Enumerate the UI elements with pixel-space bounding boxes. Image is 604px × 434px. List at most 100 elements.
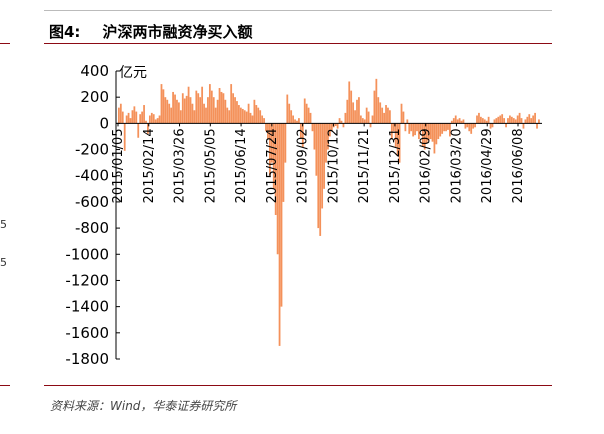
chart-bar <box>487 116 490 124</box>
figure-number: 图4: <box>49 23 81 41</box>
chart-bar <box>216 99 219 124</box>
chart-bar <box>493 119 496 124</box>
chart-bar <box>179 110 182 124</box>
chart-bar <box>483 119 486 124</box>
chart-bar <box>321 123 324 209</box>
chart-bar <box>243 110 246 124</box>
chart-bar <box>212 97 215 124</box>
chart-bar <box>404 123 407 132</box>
chart-bar <box>427 123 430 141</box>
chart-bar <box>267 123 269 140</box>
chart-bar <box>510 116 513 124</box>
chart-bar <box>450 120 453 124</box>
chart-bar <box>278 123 281 346</box>
chart-bar <box>131 110 134 124</box>
chart-bar <box>208 84 211 124</box>
chart-bar <box>148 115 151 124</box>
y-tick-label: -800 <box>75 219 109 237</box>
chart-bar <box>528 114 531 124</box>
chart-bar <box>476 115 478 124</box>
chart-bar <box>319 123 322 236</box>
chart-bar <box>199 97 202 124</box>
chart-bar <box>224 99 227 124</box>
chart-bar <box>460 120 463 124</box>
chart-bar <box>491 123 494 128</box>
chart-bar <box>416 123 418 132</box>
chart-bar <box>232 93 234 124</box>
chart-bar <box>315 123 318 176</box>
chart-bar <box>247 103 250 124</box>
chart-bar <box>390 123 393 140</box>
chart-bar <box>189 97 192 124</box>
chart-bar <box>255 105 258 124</box>
chart-bar <box>412 123 415 137</box>
chart-bar <box>454 115 457 124</box>
y-tick-label: -1800 <box>65 350 109 368</box>
chart-bar <box>429 123 432 140</box>
y-tick-label: 200 <box>80 88 109 106</box>
chart-bar <box>532 115 535 124</box>
chart-bar <box>241 108 244 124</box>
chart-bar <box>317 123 320 229</box>
chart-bar <box>145 120 147 124</box>
chart-bar <box>210 90 213 124</box>
chart-bar <box>365 107 368 124</box>
chart-bar <box>158 115 161 124</box>
chart-bar <box>249 112 252 124</box>
chart-bar <box>445 123 447 132</box>
chart-bar <box>222 93 225 124</box>
chart-bar <box>441 123 444 134</box>
chart-bar <box>342 123 345 128</box>
chart-bar <box>495 118 498 124</box>
chart-bar <box>456 119 459 124</box>
chart-bar <box>253 99 256 124</box>
chart-bar <box>220 91 223 124</box>
chart-bar <box>338 118 341 124</box>
chart-bar <box>452 118 455 124</box>
chart-bar <box>226 107 229 124</box>
chart-bar <box>228 110 231 124</box>
chart-bar <box>282 123 285 202</box>
chart-bar <box>336 123 339 129</box>
chart-bar <box>385 105 387 124</box>
chart-bar <box>354 110 356 124</box>
chart-bar <box>191 103 194 124</box>
chart-bar <box>392 123 395 132</box>
y-tick-label: -400 <box>75 167 109 185</box>
chart-bar <box>299 123 302 140</box>
x-tick-label: 2016/02/09 <box>419 128 434 203</box>
chart-bar <box>505 123 507 128</box>
chart-bar <box>263 118 265 124</box>
y-tick-label: -1200 <box>65 271 109 289</box>
chart-bar <box>290 110 293 124</box>
chart-bar <box>174 94 176 124</box>
chart-bar <box>203 103 205 124</box>
chart-bar <box>234 97 236 124</box>
y-unit-label: 亿元 <box>119 65 147 81</box>
chart-bar <box>356 99 358 124</box>
chart-bar <box>377 97 380 124</box>
x-tick-label: 2015/09/02 <box>296 128 311 203</box>
chart-bar <box>265 123 267 132</box>
chart-bar <box>288 103 291 124</box>
source-note: 资料来源：Wind，华泰证券研究所 <box>50 399 237 413</box>
chart-bar <box>418 123 420 140</box>
x-tick-label: 2015/07/24 <box>265 128 280 203</box>
x-tick-label: 2016/03/20 <box>450 128 465 203</box>
chart-bar <box>348 81 351 124</box>
chart-bar <box>340 120 343 124</box>
chart-bar <box>514 119 517 124</box>
chart-bar <box>207 97 209 124</box>
chart-bar <box>534 112 536 124</box>
chart-bar <box>497 116 500 124</box>
x-tick-label: 2015/02/14 <box>142 128 157 203</box>
chart-bar <box>464 123 467 129</box>
chart-bar <box>143 105 145 124</box>
chart-bar <box>522 123 525 129</box>
chart-bar <box>346 99 349 124</box>
chart-bar <box>431 123 434 142</box>
chart-bar <box>251 115 254 124</box>
chart-bar <box>276 123 279 255</box>
chart-bar <box>361 118 364 124</box>
chart-bar <box>466 123 469 128</box>
